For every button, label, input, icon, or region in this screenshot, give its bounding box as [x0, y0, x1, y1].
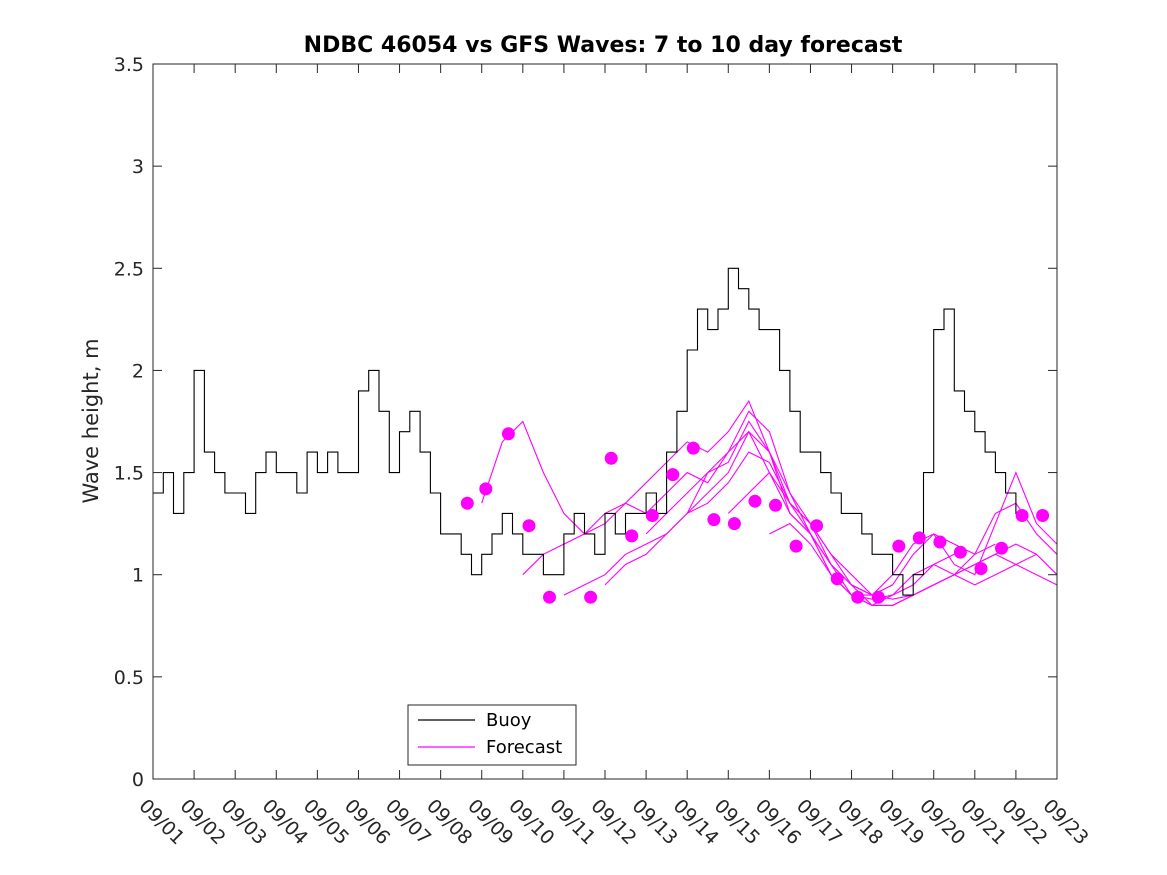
x-tick-label: 09/18: [833, 795, 887, 849]
x-tick-label: 09/12: [586, 795, 640, 849]
forecast-marker: [953, 545, 967, 559]
x-tick-label: 09/15: [710, 795, 764, 849]
plot-area: [153, 267, 1058, 607]
forecast-marker: [1036, 509, 1050, 522]
y-axis-label: Wave height, m: [79, 338, 103, 503]
y-tick-label: 3: [132, 156, 144, 178]
forecast-marker: [625, 529, 639, 543]
forecast-marker: [871, 590, 885, 604]
forecast-marker: [1015, 509, 1029, 522]
legend: Buoy Forecast: [407, 704, 577, 766]
forecast-line: [727, 471, 1058, 600]
forecast-marker: [645, 509, 659, 522]
forecast-marker: [501, 427, 515, 441]
x-tick-label: 09/03: [217, 795, 271, 849]
x-tick-label: 09/13: [628, 795, 682, 849]
forecast-marker: [666, 468, 680, 482]
legend-buoy-label: Buoy: [486, 710, 532, 731]
forecast-line: [686, 420, 1058, 596]
x-tick-label: 09/19: [874, 795, 928, 849]
forecast-marker: [604, 451, 618, 465]
x-tick-label: 09/09: [463, 795, 517, 849]
forecast-marker: [851, 590, 865, 604]
x-tick-label: 09/21: [956, 795, 1010, 849]
y-tick-label: 1.5: [114, 463, 144, 485]
forecast-marker: [830, 572, 844, 586]
forecast-marker: [522, 519, 536, 533]
forecast-marker: [810, 519, 824, 533]
y-tick-label: 0: [132, 769, 144, 791]
x-tick-label: 09/07: [381, 795, 435, 849]
x-tick-label: 09/23: [1038, 795, 1092, 849]
x-tick-label: 09/14: [669, 795, 723, 849]
forecast-marker: [727, 517, 741, 531]
x-tick-label: 09/22: [997, 795, 1051, 849]
x-tick-label: 09/01: [134, 795, 188, 849]
forecast-marker: [789, 539, 803, 553]
x-tick-label: 09/20: [915, 795, 969, 849]
x-tick-label: 09/16: [751, 795, 805, 849]
forecast-marker: [995, 541, 1008, 555]
y-tick-label: 1: [132, 565, 144, 587]
x-tick-label: 09/08: [422, 795, 476, 849]
axes-box: [152, 63, 1058, 780]
forecast-marker: [686, 441, 700, 455]
y-tick-label: 2: [132, 360, 144, 382]
forecast-marker: [460, 496, 474, 510]
y-tick-label: 2.5: [114, 258, 144, 280]
forecast-marker: [974, 562, 988, 576]
x-tick-label: 09/04: [258, 795, 312, 849]
buoy-line: [153, 267, 1027, 596]
y-tick-label: 0.5: [114, 667, 144, 689]
forecast-marker: [933, 535, 947, 549]
forecast-marker: [748, 494, 762, 508]
axes: 00.511.522.533.509/0109/0209/0309/0409/0…: [114, 54, 1093, 849]
forecast-marker: [912, 531, 926, 545]
legend-forecast-label: Forecast: [486, 737, 562, 758]
y-tick-label: 3.5: [114, 54, 144, 76]
chart-title: NDBC 46054 vs GFS Waves: 7 to 10 day for…: [304, 33, 903, 58]
forecast-marker: [707, 513, 721, 527]
x-tick-label: 09/05: [299, 795, 353, 849]
legend-box: [407, 704, 577, 766]
x-tick-label: 09/06: [340, 795, 394, 849]
forecast-marker: [479, 482, 493, 496]
forecast-marker: [769, 498, 782, 512]
forecast-marker: [543, 590, 556, 604]
forecast-marker: [892, 539, 906, 553]
x-tick-label: 09/17: [792, 795, 846, 849]
forecast-line: [563, 430, 996, 600]
x-tick-label: 09/11: [545, 795, 599, 849]
x-tick-label: 09/02: [176, 795, 230, 849]
x-tick-label: 09/10: [504, 795, 558, 849]
forecast-marker: [584, 590, 598, 604]
